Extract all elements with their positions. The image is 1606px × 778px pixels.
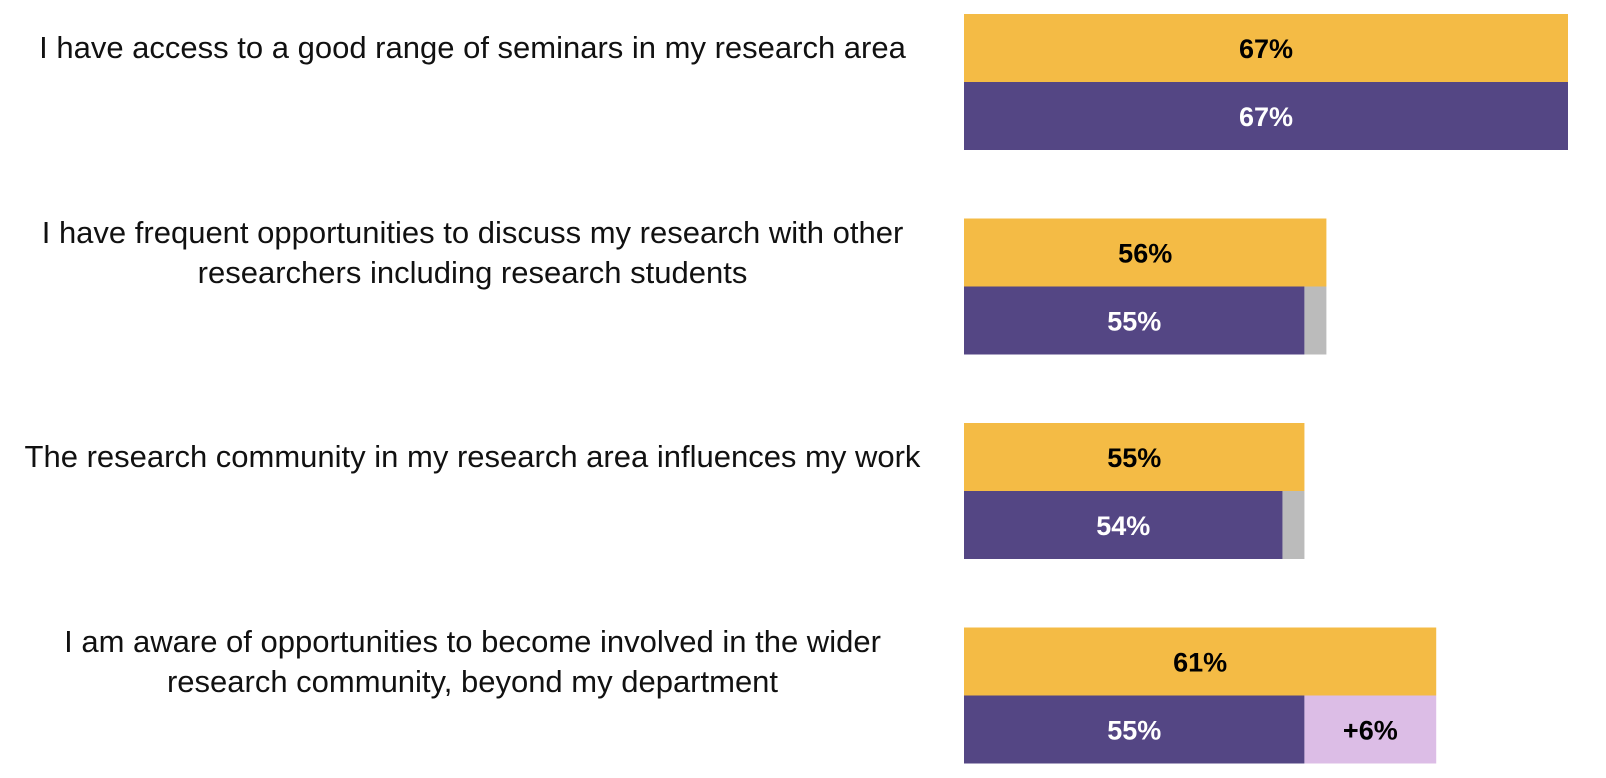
bar (964, 695, 1305, 764)
value-label: 61% (1173, 648, 1227, 678)
value-label: 55% (1107, 443, 1161, 473)
bar (964, 218, 1327, 287)
category-label: I have access to a good range of seminar… (39, 30, 906, 65)
value-label: +6% (1343, 716, 1398, 746)
bar (964, 423, 1305, 491)
value-label: 54% (1096, 511, 1150, 541)
bar (964, 627, 1437, 696)
value-label: 56% (1118, 239, 1172, 269)
category-label: I have frequent opportunities to discuss… (41, 214, 904, 290)
value-label: 55% (1107, 307, 1161, 337)
category-label: The research community in my research ar… (24, 439, 921, 474)
bar (964, 14, 1568, 82)
value-label: 67% (1239, 102, 1293, 132)
bar (964, 286, 1305, 355)
difference-bar (1304, 286, 1327, 355)
difference-bar (1304, 695, 1437, 764)
bar (964, 491, 1283, 559)
value-label: 55% (1107, 716, 1161, 746)
value-label: 67% (1239, 34, 1293, 64)
category-label: I am aware of opportunities to become in… (64, 623, 881, 699)
bar (964, 82, 1568, 150)
difference-bar (1282, 491, 1305, 559)
